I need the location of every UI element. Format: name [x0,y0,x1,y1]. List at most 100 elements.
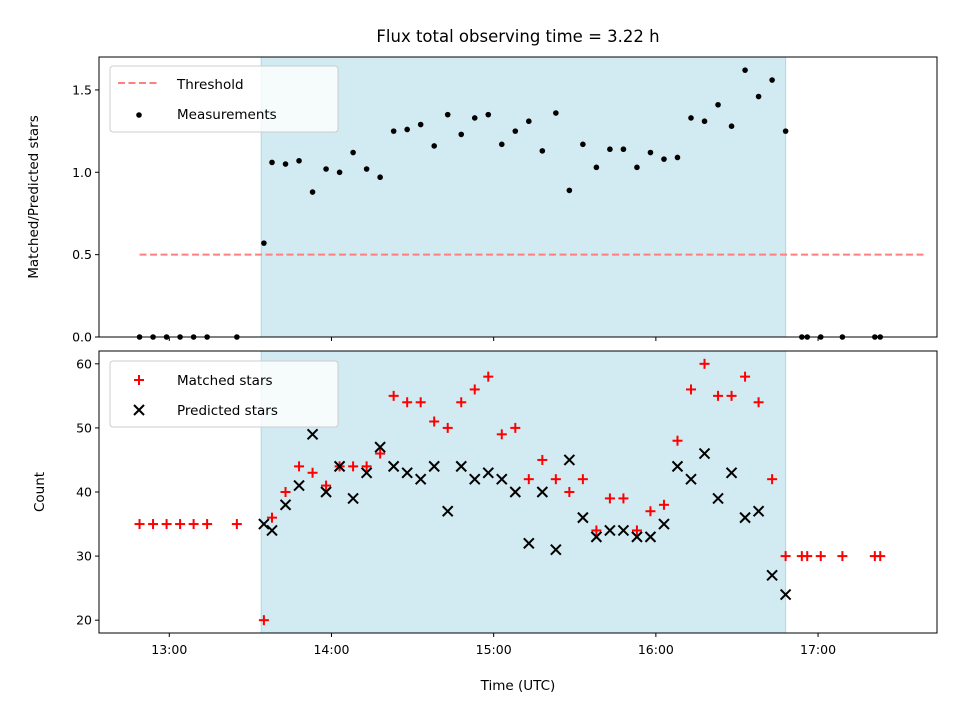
measurement-point [539,148,546,154]
measurement-point [742,67,748,73]
measurement-point [485,111,492,118]
matched-star-point [686,384,697,395]
matched-star-point [161,519,172,530]
predicted-star-point [306,428,319,441]
measurement-point [261,240,267,246]
y-tick-label: 1.5 [72,82,92,97]
ratio-panel-frame [98,56,938,338]
matched-star-point [307,467,318,478]
matched-star-point [202,519,213,530]
predicted-star-point [617,524,630,537]
predicted-star-point [414,473,427,485]
x-tick-label: 17:00 [800,642,836,657]
predicted-star-point [563,454,576,466]
measurement-point [593,164,600,171]
predicted-star-point [293,479,305,492]
predicted-star-point [644,531,657,543]
predicted-star-point [523,537,535,549]
cross-b [442,505,454,517]
measurement-point [647,149,654,156]
measurement-point [323,166,329,172]
measurement-point [498,141,505,148]
cross-b [428,460,440,473]
predicted-star-point [712,492,724,505]
matched-star-point [361,461,372,472]
x-tick-label: 16:00 [638,642,674,657]
measurement-point [607,146,613,153]
legend-threshold-label: Threshold [176,77,244,93]
predicted-star-point [469,473,481,485]
predicted-star-point [685,473,697,485]
measurement-point [620,146,627,153]
matched-star-point [780,551,791,562]
matched-star-point [631,525,642,536]
count-legend: Matched stars Predicted stars [109,360,339,428]
ratio-y-axis-label: Matched/Predicted stars [26,115,42,278]
matched-star-point [148,519,159,530]
measurement-point [688,115,694,121]
predicted-star-point [590,531,603,543]
predicted-star-point [577,511,589,524]
matched-star-point [188,519,199,530]
cross-b [523,537,535,549]
predicted-star-point [725,467,738,479]
predicted-star-point [698,447,711,460]
matched-star-point [348,461,359,472]
matched-star-point [294,461,305,472]
matched-star-point [550,474,561,485]
count-panel: 20 30 40 50 60 13:00 14:00 15:00 16:00 17:00 Tim… [32,350,938,694]
predicted-star-point [658,518,670,530]
x-tick-label: 15:00 [476,642,512,657]
cross-b [496,473,508,485]
count-y-axis-label: Count [32,472,48,512]
matched-star-point [753,397,764,408]
measurement-point [512,128,519,134]
cross-b [698,447,711,460]
cross-b [387,460,400,473]
matched-star-point [258,615,269,626]
legend-matched-label: Matched stars [177,373,273,389]
legend-measurement-swatch [136,112,142,118]
cross-b [779,588,792,601]
matched-star-point [713,390,724,401]
measurement-point [701,118,708,125]
measurement-point [363,166,370,172]
legend-cross-marker [133,404,145,416]
measurement-point [728,123,735,129]
matched-star-point [134,519,145,530]
cross-b [266,524,278,537]
predicted-star-point [482,467,494,479]
ratio-x-ticks [168,337,819,341]
measurement-point [417,121,424,128]
predicted-star-point [631,531,643,543]
cross-b [306,428,319,441]
y-tick-label: 60 [76,356,92,371]
measurement-point [282,161,289,167]
predicted-star-point [428,460,440,473]
matched-star-point [815,551,826,562]
time-x-axis-label: Time (UTC) [480,678,556,694]
measurement-point [553,110,559,116]
cross-b [279,499,292,511]
predicted-star-point [266,524,278,537]
x-tick-label: 14:00 [313,642,349,657]
cross-b [752,505,765,517]
y-tick-label: 20 [76,613,92,628]
matched-star-points [134,358,886,626]
measurement-point [580,141,586,148]
cross-b [550,543,562,556]
cross-b [685,473,697,485]
predicted-star-point [536,486,549,498]
predicted-star-point [279,499,292,511]
predicted-star-point [779,588,792,601]
measurement-points [136,67,884,340]
y-tick-label: 1.0 [72,165,92,180]
ratio-y-ticks: 0.0 0.5 1.0 1.5 [72,82,99,345]
cross-b [293,479,305,492]
cross-b [712,492,724,505]
cross-b [509,486,522,498]
measurement-point [390,128,397,134]
predicted-star-point [496,473,508,485]
ratio-legend: Threshold Measurements [109,65,339,133]
